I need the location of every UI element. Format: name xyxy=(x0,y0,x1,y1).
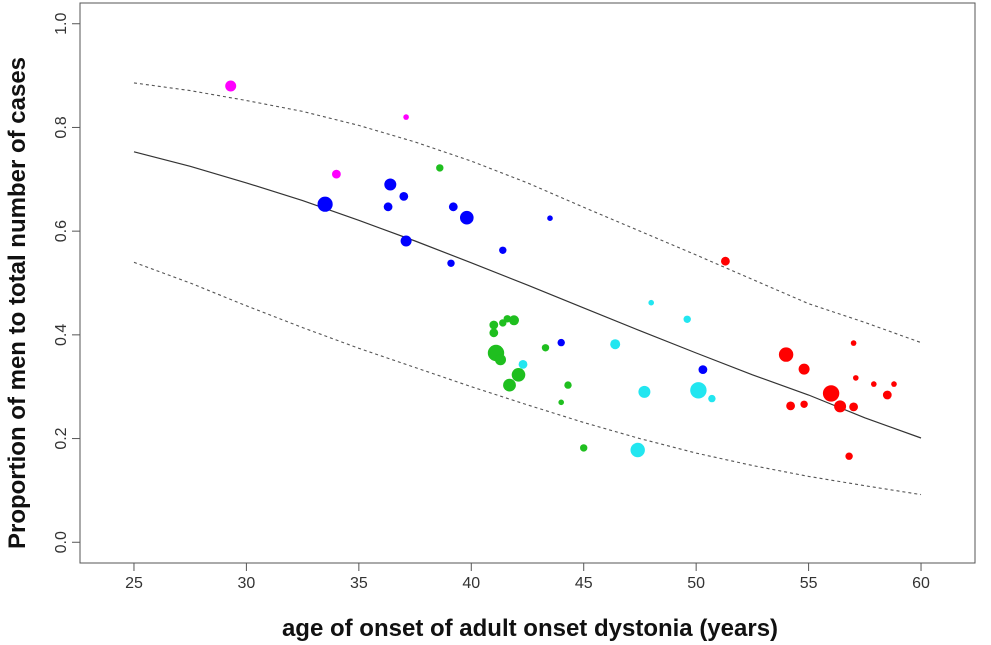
blue-point xyxy=(499,246,507,254)
cyan-point xyxy=(518,360,528,369)
green-point xyxy=(503,378,516,392)
x-tick-label: 60 xyxy=(912,575,930,592)
magenta-point xyxy=(225,80,237,92)
x-axis-title: age of onset of adult onset dystonia (ye… xyxy=(282,615,778,642)
y-tick-label: 0.2 xyxy=(53,427,70,449)
red-point xyxy=(891,381,897,387)
green-point xyxy=(495,354,506,366)
fitted-curve-line xyxy=(133,151,922,439)
blue-point xyxy=(460,210,474,225)
red-point xyxy=(834,400,847,413)
blue-point xyxy=(557,338,565,347)
x-tick-label: 50 xyxy=(687,575,705,592)
y-tick-label: 1.0 xyxy=(53,13,70,35)
green-point xyxy=(558,399,564,406)
blue-point xyxy=(399,192,409,201)
cyan-point xyxy=(638,385,651,398)
x-tick-label: 55 xyxy=(800,575,818,592)
green-point xyxy=(564,381,572,389)
red-point xyxy=(853,375,859,381)
lines-layer xyxy=(133,82,922,496)
green-point xyxy=(509,315,519,326)
y-axis: 0.0 0.2 0.4 0.6 0.8 1.0 xyxy=(53,13,81,553)
red-point xyxy=(786,401,795,411)
green-point xyxy=(541,344,550,352)
blue-point xyxy=(317,196,333,212)
x-tick-label: 40 xyxy=(462,575,480,592)
green-point xyxy=(436,164,444,172)
y-tick-label: 0.0 xyxy=(53,531,70,553)
x-tick-label: 30 xyxy=(238,575,256,592)
upper-bound-line xyxy=(133,82,922,344)
green-point xyxy=(489,328,499,338)
x-axis: 25 30 35 40 45 50 55 60 xyxy=(119,562,951,592)
points-layer xyxy=(225,80,897,460)
red-point xyxy=(871,381,877,387)
green-point xyxy=(580,444,588,452)
red-point xyxy=(845,452,853,460)
y-tick-label: 0.4 xyxy=(53,324,70,346)
x-tick-label: 45 xyxy=(575,575,593,592)
blue-point xyxy=(383,202,393,212)
green-point xyxy=(489,320,499,330)
cyan-point xyxy=(683,315,691,323)
cyan-point xyxy=(708,394,716,403)
x-tick-label: 25 xyxy=(125,575,143,592)
cyan-point xyxy=(630,442,645,458)
red-point xyxy=(800,400,808,408)
red-point xyxy=(778,347,794,362)
green-point xyxy=(511,368,526,382)
magenta-point xyxy=(332,169,341,179)
blue-point xyxy=(447,259,455,267)
blue-point xyxy=(400,235,412,247)
magenta-point xyxy=(403,114,409,120)
red-point xyxy=(882,390,892,400)
blue-point xyxy=(448,202,458,212)
cyan-point xyxy=(690,382,707,399)
plot-frame xyxy=(79,2,976,564)
red-point xyxy=(721,256,730,266)
x-tick-label: 35 xyxy=(350,575,368,592)
y-tick-label: 0.6 xyxy=(53,220,70,242)
blue-point xyxy=(698,365,708,374)
blue-point xyxy=(384,178,397,191)
lower-bound-line xyxy=(133,261,922,496)
red-point xyxy=(850,340,857,346)
red-point xyxy=(849,402,858,412)
red-point xyxy=(822,385,840,402)
y-tick-label: 0.8 xyxy=(53,116,70,138)
y-axis-title: Proportion of men to total number of cas… xyxy=(4,57,31,549)
cyan-point xyxy=(610,339,621,350)
cyan-point xyxy=(648,299,654,306)
blue-point xyxy=(547,215,553,221)
red-point xyxy=(798,363,810,375)
